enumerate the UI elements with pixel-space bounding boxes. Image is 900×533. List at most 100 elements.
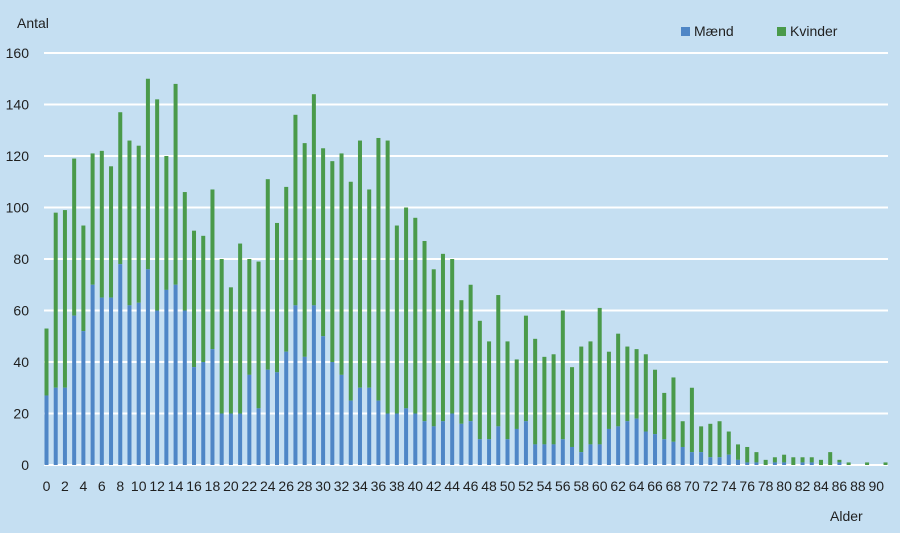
- bar-maend-age-50: [505, 439, 510, 465]
- bar-maend-age-66: [653, 434, 658, 465]
- bar-maend-age-4: [81, 331, 86, 465]
- x-tick-label: 52: [518, 478, 534, 494]
- bar-kvinder-age-48: [487, 341, 492, 440]
- bar-kvinder-age-74: [726, 431, 731, 455]
- bar-kvinder-age-30: [321, 148, 326, 337]
- gridlines: [44, 52, 888, 466]
- x-tick-label: 30: [315, 478, 331, 494]
- bar-maend-age-61: [606, 428, 611, 465]
- bar-kvinder-age-8: [118, 112, 123, 265]
- bar-maend-age-56: [560, 439, 565, 465]
- bar-kvinder-age-10: [136, 145, 141, 303]
- bar-maend-age-14: [173, 284, 178, 465]
- x-tick-label: 2: [61, 478, 69, 494]
- bar-kvinder-age-16: [192, 230, 197, 368]
- x-tick-label: 20: [223, 478, 239, 494]
- y-tick-label: 0: [21, 457, 29, 473]
- x-tick-label: 62: [610, 478, 626, 494]
- bar-maend-age-7: [109, 297, 114, 465]
- bar-kvinder-age-55: [551, 354, 556, 445]
- bar-maend-age-51: [514, 428, 519, 465]
- bar-kvinder-age-80: [782, 454, 787, 463]
- bar-maend-age-21: [238, 413, 243, 465]
- y-tick-label: 40: [13, 354, 29, 370]
- bar-maend-age-83: [809, 462, 814, 465]
- bar-kvinder-age-22: [247, 259, 252, 375]
- bar-kvinder-age-0: [44, 328, 49, 396]
- y-tick-label: 80: [13, 251, 29, 267]
- bar-kvinder-age-12: [155, 99, 160, 311]
- legend-label-kvinder: Kvinder: [790, 23, 838, 39]
- bar-kvinder-age-84: [818, 459, 823, 465]
- x-tick-label: 6: [98, 478, 106, 494]
- x-tick-label: 68: [666, 478, 682, 494]
- bar-maend-age-65: [643, 431, 648, 465]
- x-tick-label: 36: [371, 478, 387, 494]
- bar-maend-age-22: [247, 374, 252, 465]
- bar-maend-age-43: [440, 421, 445, 465]
- x-tick-label: 16: [186, 478, 202, 494]
- x-tick-label: 18: [205, 478, 221, 494]
- bar-kvinder-age-41: [422, 240, 427, 422]
- x-tick-label: 0: [43, 478, 51, 494]
- bar-maend-age-57: [570, 446, 575, 465]
- bar-maend-age-12: [155, 310, 160, 465]
- x-tick-label: 60: [592, 478, 608, 494]
- bar-kvinder-age-21: [238, 243, 243, 414]
- x-tick-label: 90: [869, 478, 885, 494]
- x-tick-label: 48: [481, 478, 497, 494]
- x-axis-title: Alder: [830, 508, 863, 524]
- x-tick-label: 28: [297, 478, 313, 494]
- bar-kvinder-age-42: [431, 269, 436, 427]
- bar-kvinder-age-17: [201, 235, 206, 362]
- bar-kvinder-age-37: [385, 140, 390, 414]
- bar-maend-age-32: [339, 374, 344, 465]
- bar-maend-age-58: [579, 452, 584, 465]
- bar-kvinder-age-53: [533, 338, 538, 445]
- bar-maend-age-49: [496, 426, 501, 465]
- bar-maend-age-27: [293, 305, 298, 465]
- bar-maend-age-74: [726, 454, 731, 465]
- bar-maend-age-2: [62, 387, 67, 465]
- x-tick-label: 80: [776, 478, 792, 494]
- bar-maend-age-73: [717, 457, 722, 465]
- x-tick-label: 14: [168, 478, 184, 494]
- bar-maend-age-0: [44, 395, 49, 465]
- bar-maend-age-33: [348, 400, 353, 465]
- bar-maend-age-42: [431, 426, 436, 465]
- x-tick-label: 54: [537, 478, 553, 494]
- bar-maend-age-37: [385, 413, 390, 465]
- bar-maend-age-19: [219, 413, 224, 465]
- bar-kvinder-age-49: [496, 295, 501, 427]
- bar-maend-age-54: [542, 444, 547, 465]
- bar-kvinder-age-73: [717, 421, 722, 458]
- x-tick-label: 24: [260, 478, 276, 494]
- bar-maend-age-47: [477, 439, 482, 465]
- x-tick-label: 32: [334, 478, 350, 494]
- bar-kvinder-age-70: [689, 387, 694, 453]
- bar-maend-age-55: [551, 444, 556, 465]
- y-axis-title: Antal: [17, 15, 49, 31]
- bar-kvinder-age-26: [284, 186, 289, 352]
- legend-swatch-maend: [681, 27, 690, 36]
- bar-kvinder-age-40: [413, 217, 418, 414]
- bar-kvinder-age-59: [588, 341, 593, 445]
- bar-kvinder-age-44: [450, 259, 455, 414]
- bar-maend-age-28: [302, 356, 307, 465]
- y-tick-label: 100: [6, 200, 30, 216]
- bar-kvinder-age-1: [53, 212, 58, 388]
- bar-maend-age-75: [736, 459, 740, 465]
- bar-maend-age-3: [72, 315, 77, 465]
- bar-maend-age-24: [265, 369, 270, 465]
- bar-kvinder-age-14: [173, 83, 178, 285]
- bar-maend-age-10: [136, 302, 141, 465]
- legend: Mænd Kvinder: [681, 23, 838, 39]
- bar-kvinder-age-50: [505, 341, 510, 440]
- bar-kvinder-age-87: [846, 462, 851, 465]
- bar-maend-age-9: [127, 305, 132, 465]
- bar-maend-age-31: [330, 362, 335, 465]
- x-tick-label: 70: [684, 478, 700, 494]
- bar-maend-age-79: [772, 462, 777, 465]
- bar-kvinder-age-38: [394, 225, 399, 414]
